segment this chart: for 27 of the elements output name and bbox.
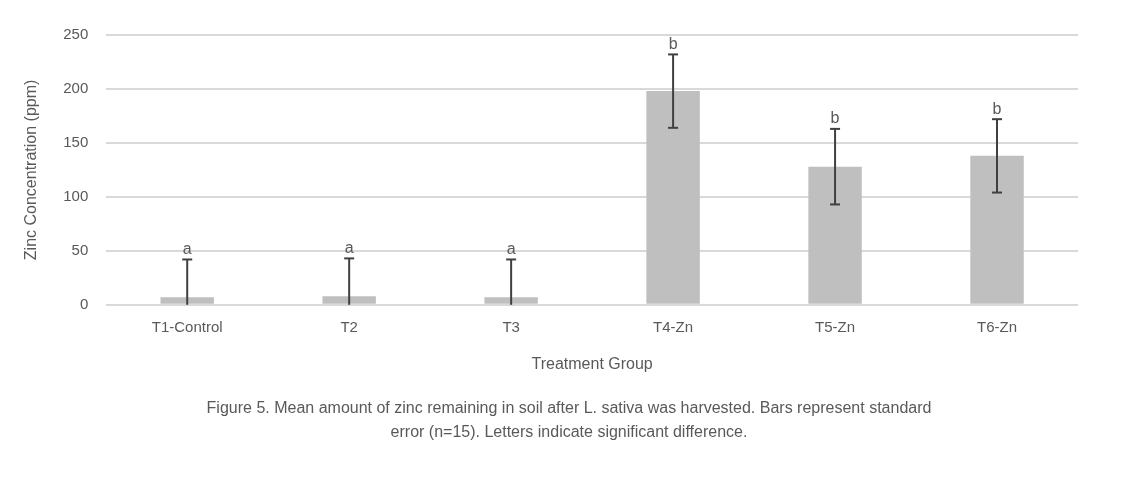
caption: Figure 5. Mean amount of zinc remaining in soil after L. sativa was harvested. Bars represent standard error (n=15). Letters indicate significant difference. (205, 398, 933, 442)
bar (808, 166, 862, 304)
x-tick-label: T6-Zn (977, 317, 1018, 335)
bar (970, 155, 1024, 304)
annotation: b (668, 34, 678, 52)
annotation: b (830, 109, 840, 127)
bar (484, 297, 538, 304)
y-tick-label: 250 (63, 25, 89, 43)
bar (646, 91, 700, 304)
annotation: a (182, 239, 192, 257)
x-tick-label: T1-Control (151, 317, 223, 335)
y-tick-label: 0 (79, 294, 89, 312)
bar (322, 296, 376, 304)
x-tick-label: T3 (502, 317, 520, 335)
y-tick-label: 50 (71, 240, 89, 258)
annotation: b (992, 99, 1002, 117)
y-tick-label: 150 (63, 133, 89, 151)
x-tick-label: T4-Zn (653, 317, 694, 335)
x-tick-label: T5-Zn (815, 317, 856, 335)
annotation: a (506, 239, 516, 257)
x-axis-title: Treatment Group (531, 354, 653, 372)
annotation: a (344, 238, 354, 256)
y-axis-title: Zinc Concentration (ppm) (22, 79, 40, 261)
bar (160, 297, 214, 304)
x-tick-label: T2 (340, 317, 358, 335)
y-tick-label: 200 (63, 79, 89, 97)
y-tick-label: 100 (63, 187, 89, 205)
